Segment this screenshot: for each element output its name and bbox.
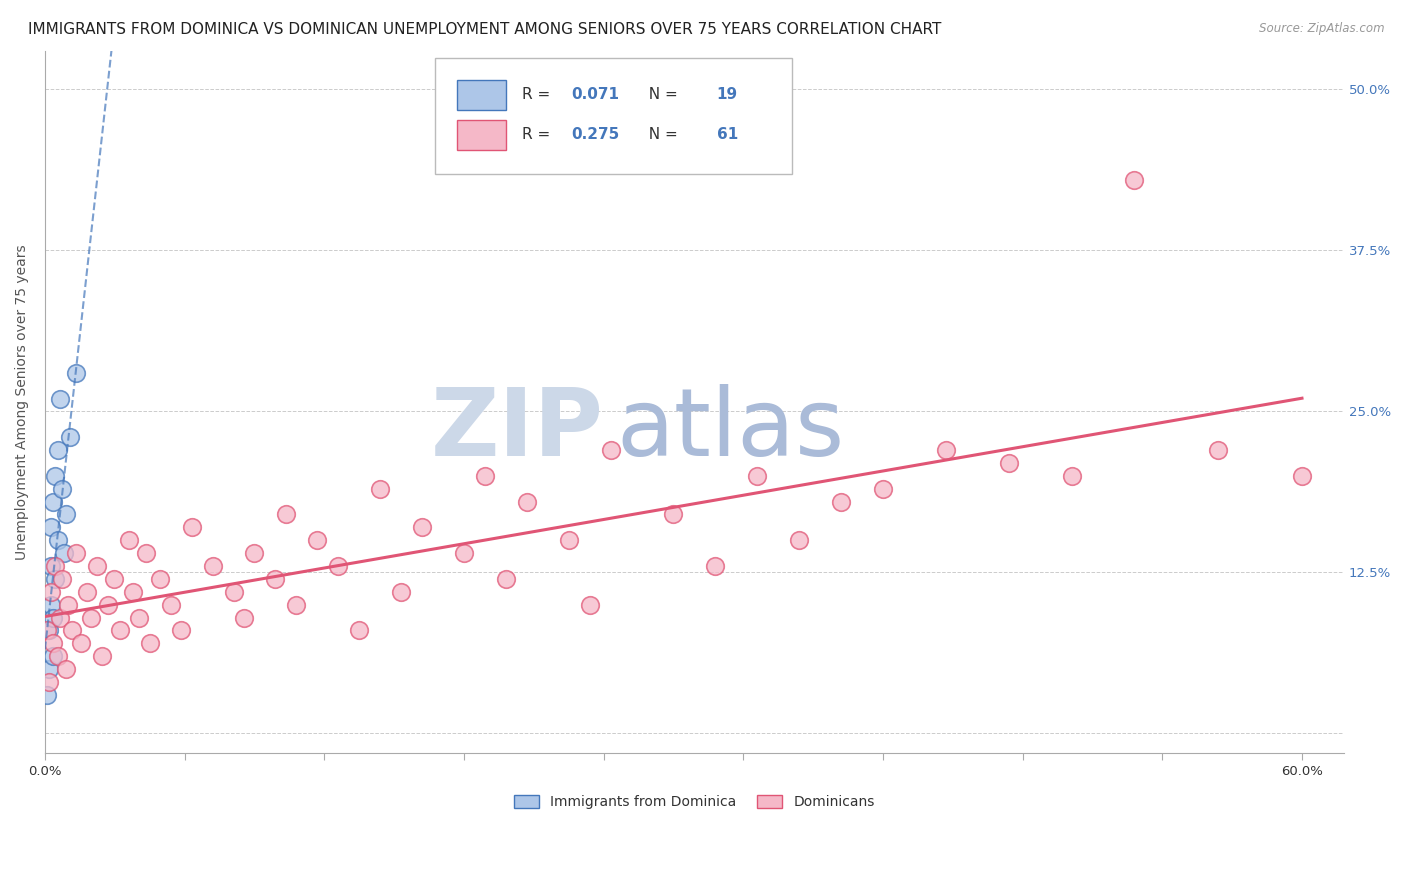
Text: IMMIGRANTS FROM DOMINICA VS DOMINICAN UNEMPLOYMENT AMONG SENIORS OVER 75 YEARS C: IMMIGRANTS FROM DOMINICA VS DOMINICAN UN… [28, 22, 942, 37]
Text: 0.275: 0.275 [571, 128, 619, 143]
Point [170, 624, 193, 638]
Point [52, 546, 75, 560]
Text: atlas: atlas [616, 384, 845, 475]
Point [51, 482, 73, 496]
Point [704, 559, 727, 574]
Point [128, 610, 150, 624]
Point [830, 494, 852, 508]
Point [39, 559, 62, 574]
Point [65, 366, 87, 380]
Point [103, 572, 125, 586]
Point [35, 624, 58, 638]
Point [44, 572, 66, 586]
Point [274, 508, 297, 522]
Point [42, 636, 65, 650]
Point [285, 598, 308, 612]
Point [135, 546, 157, 560]
Point [222, 584, 245, 599]
Point [264, 572, 287, 586]
Point [233, 610, 256, 624]
Point [159, 598, 181, 612]
Point [558, 533, 581, 548]
Y-axis label: Unemployment Among Seniors over 75 years: Unemployment Among Seniors over 75 years [15, 244, 30, 559]
Point [368, 482, 391, 496]
Point [997, 456, 1019, 470]
Text: N =: N = [638, 87, 682, 103]
Point [180, 520, 202, 534]
Point [55, 662, 77, 676]
Point [872, 482, 894, 496]
Point [389, 584, 412, 599]
Point [55, 508, 77, 522]
Point [80, 610, 103, 624]
Text: R =: R = [522, 87, 555, 103]
Point [328, 559, 350, 574]
Point [411, 520, 433, 534]
Point [42, 610, 65, 624]
Text: 0.071: 0.071 [571, 87, 619, 103]
Point [578, 598, 600, 612]
Text: R =: R = [522, 128, 555, 143]
Point [122, 584, 145, 599]
Point [48, 392, 70, 406]
Point [65, 546, 87, 560]
Point [86, 559, 108, 574]
Point [35, 688, 58, 702]
Point [935, 443, 957, 458]
Point [243, 546, 266, 560]
Text: ZIP: ZIP [430, 384, 603, 475]
Bar [457, 80, 506, 110]
Point [38, 624, 60, 638]
Bar [457, 120, 506, 150]
Point [787, 533, 810, 548]
Point [1206, 443, 1229, 458]
Point [44, 559, 66, 574]
Point [69, 636, 91, 650]
Point [48, 610, 70, 624]
Point [51, 572, 73, 586]
Point [39, 520, 62, 534]
Point [347, 624, 370, 638]
Point [1291, 468, 1313, 483]
Legend: Immigrants from Dominica, Dominicans: Immigrants from Dominica, Dominicans [508, 789, 882, 816]
Point [42, 649, 65, 664]
Point [201, 559, 224, 574]
Point [1060, 468, 1083, 483]
Point [110, 624, 132, 638]
Point [149, 572, 172, 586]
Text: N =: N = [638, 128, 682, 143]
Point [44, 468, 66, 483]
Point [495, 572, 517, 586]
Point [90, 649, 112, 664]
Point [747, 468, 769, 483]
Point [599, 443, 621, 458]
Point [76, 584, 98, 599]
Point [662, 508, 685, 522]
Point [118, 533, 141, 548]
Point [46, 443, 69, 458]
Point [42, 494, 65, 508]
Point [474, 468, 496, 483]
Point [1123, 172, 1146, 186]
Point [138, 636, 160, 650]
Text: Source: ZipAtlas.com: Source: ZipAtlas.com [1260, 22, 1385, 36]
Point [516, 494, 538, 508]
FancyBboxPatch shape [434, 58, 792, 174]
Point [46, 649, 69, 664]
Point [39, 584, 62, 599]
Point [59, 430, 82, 444]
Point [46, 533, 69, 548]
Point [56, 598, 79, 612]
Point [60, 624, 83, 638]
Point [38, 675, 60, 690]
Point [453, 546, 475, 560]
Text: 61: 61 [717, 128, 738, 143]
Point [38, 662, 60, 676]
Point [307, 533, 329, 548]
Point [97, 598, 120, 612]
Point [39, 598, 62, 612]
Text: 19: 19 [717, 87, 738, 103]
